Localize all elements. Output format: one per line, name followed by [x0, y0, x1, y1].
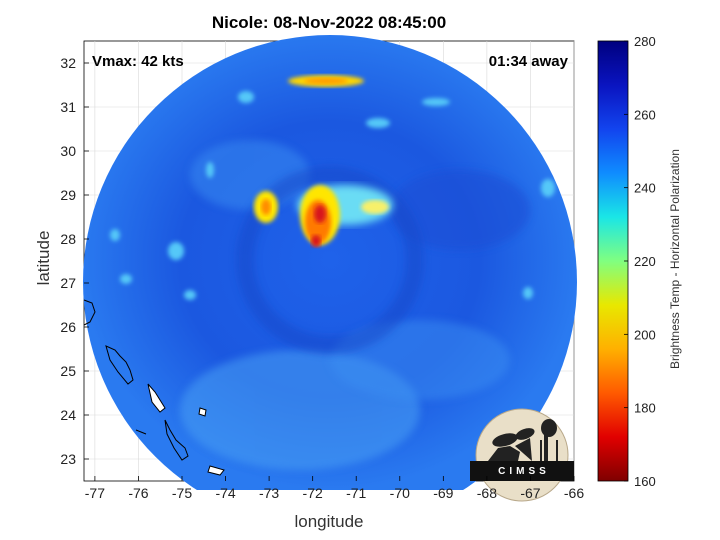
y-tick-label: 31 [60, 99, 76, 115]
y-axis-ticks: 23 24 25 26 27 28 29 30 31 32 [60, 55, 89, 467]
cimss-logo [470, 408, 574, 502]
y-tick-label: 28 [60, 231, 76, 247]
logo-text: CIMSS [498, 466, 550, 477]
y-tick-label: 32 [60, 55, 76, 71]
y-tick-label: 24 [60, 407, 76, 423]
chart-title: Nicole: 08-Nov-2022 08:45:00 [211, 13, 447, 32]
x-tick-label: -71 [346, 485, 366, 501]
x-tick-label: -68 [477, 485, 497, 501]
y-tick-label: 30 [60, 143, 76, 159]
coastlines [83, 299, 225, 476]
colorbar-tick-label: 180 [634, 401, 656, 416]
colorbar-tick-label: 280 [634, 34, 656, 49]
colorbar-tick-label: 240 [634, 181, 656, 196]
vmax-label: Vmax: 42 kts [92, 53, 184, 70]
x-tick-label: -74 [215, 485, 235, 501]
x-tick-label: -72 [303, 485, 323, 501]
y-tick-label: 26 [60, 319, 76, 335]
microwave-swath [83, 35, 577, 490]
y-axis-label: latitude [34, 230, 53, 286]
x-tick-label: -66 [564, 485, 584, 501]
colorbar-tick-label: 260 [634, 107, 656, 122]
x-tick-label: -77 [85, 485, 105, 501]
x-tick-label: -73 [259, 485, 279, 501]
y-tick-label: 23 [60, 451, 76, 467]
colorbar-tick-label: 220 [634, 254, 656, 269]
colorbar-label: Brightness Temp - Horizontal Polarizatio… [668, 149, 682, 369]
x-tick-label: -75 [172, 485, 192, 501]
x-tick-label: -76 [128, 485, 148, 501]
colorbar-tick-label: 200 [634, 327, 656, 342]
time-away-label: 01:34 away [488, 53, 568, 70]
x-tick-label: -67 [520, 485, 540, 501]
x-axis-label: longitude [294, 512, 364, 531]
y-tick-label: 29 [60, 187, 76, 203]
colorbar [597, 40, 629, 482]
colorbar-tick-label: 160 [634, 474, 656, 489]
y-tick-label: 25 [60, 363, 76, 379]
y-tick-label: 27 [60, 275, 76, 291]
x-tick-label: -70 [390, 485, 410, 501]
colorbar-ticks: 160 180 200 220 240 260 280 [624, 34, 656, 489]
x-tick-label: -69 [433, 485, 453, 501]
x-axis-ticks: -77 -76 -75 -74 -73 -72 -71 -70 -69 -68 -67 -66 [85, 476, 584, 501]
